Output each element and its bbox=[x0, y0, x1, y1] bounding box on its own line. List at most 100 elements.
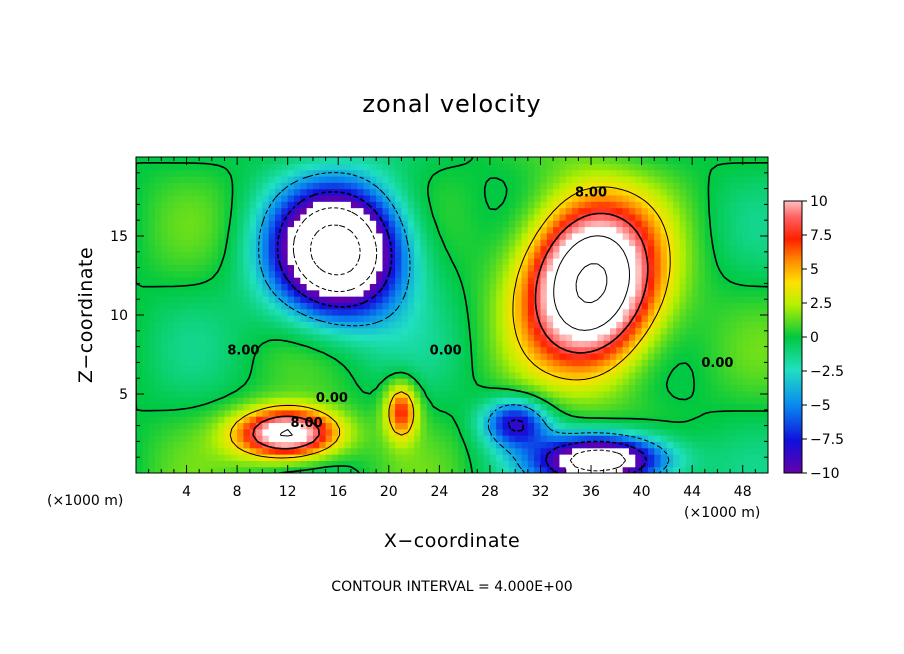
field-cell bbox=[230, 378, 238, 386]
field-cell bbox=[249, 384, 257, 392]
field-cell bbox=[382, 422, 390, 430]
field-cell bbox=[508, 188, 516, 196]
field-cell bbox=[142, 245, 150, 253]
field-cell bbox=[685, 359, 693, 367]
field-cell bbox=[199, 371, 207, 379]
field-cell bbox=[572, 213, 579, 221]
field-cell bbox=[730, 251, 737, 259]
field-cell bbox=[508, 390, 516, 398]
field-cell bbox=[553, 409, 561, 417]
field-cell bbox=[218, 296, 226, 303]
field-cell bbox=[679, 441, 687, 449]
field-cell bbox=[572, 308, 579, 316]
field-cell bbox=[666, 466, 674, 473]
field-cell bbox=[281, 460, 289, 468]
field-cell bbox=[666, 321, 674, 329]
field-cell bbox=[534, 359, 542, 367]
field-cell bbox=[262, 169, 270, 177]
field-cell bbox=[363, 397, 371, 405]
field-cell bbox=[300, 201, 308, 209]
field-cell bbox=[281, 352, 289, 360]
field-cell bbox=[559, 163, 567, 171]
field-cell bbox=[142, 327, 150, 335]
field-cell bbox=[761, 333, 768, 341]
field-cell bbox=[218, 239, 226, 247]
field-cell bbox=[262, 270, 270, 278]
field-cell bbox=[382, 213, 390, 221]
field-cell bbox=[508, 340, 516, 348]
field-cell bbox=[685, 296, 693, 303]
field-cell bbox=[344, 258, 352, 266]
field-cell bbox=[218, 397, 226, 405]
field-cell bbox=[742, 283, 750, 291]
field-cell bbox=[243, 422, 251, 430]
field-cell bbox=[685, 239, 693, 247]
field-cell bbox=[275, 182, 282, 190]
field-cell bbox=[572, 245, 579, 253]
field-cell bbox=[597, 188, 605, 196]
field-cell bbox=[641, 182, 649, 190]
field-cell bbox=[180, 201, 188, 209]
field-cell bbox=[281, 359, 289, 367]
field-cell bbox=[723, 460, 731, 468]
field-cell bbox=[546, 289, 554, 297]
field-cell bbox=[205, 201, 213, 209]
field-cell bbox=[527, 333, 535, 341]
field-cell bbox=[136, 435, 143, 442]
field-cell bbox=[742, 378, 750, 386]
field-cell bbox=[540, 245, 548, 253]
field-cell bbox=[616, 220, 624, 228]
field-cell bbox=[167, 157, 175, 164]
field-cell bbox=[350, 213, 358, 221]
field-cell bbox=[673, 251, 681, 259]
field-cell bbox=[300, 258, 308, 266]
field-cell bbox=[698, 435, 706, 442]
field-cell bbox=[628, 422, 636, 430]
field-cell bbox=[610, 251, 617, 259]
field-cell bbox=[572, 454, 579, 461]
field-cell bbox=[445, 201, 453, 209]
field-cell bbox=[420, 220, 428, 228]
field-cell bbox=[717, 428, 725, 436]
field-cell bbox=[262, 384, 270, 392]
field-cell bbox=[755, 182, 763, 190]
field-cell bbox=[641, 201, 649, 209]
field-cell bbox=[711, 175, 719, 183]
field-cell bbox=[749, 245, 756, 253]
field-cell bbox=[268, 201, 276, 209]
field-cell bbox=[755, 194, 763, 202]
field-cell bbox=[673, 422, 681, 430]
field-cell bbox=[136, 416, 143, 424]
field-cell bbox=[711, 327, 719, 335]
field-cell bbox=[256, 277, 263, 284]
field-cell bbox=[591, 226, 598, 234]
field-cell bbox=[433, 454, 440, 461]
field-cell bbox=[483, 416, 491, 424]
field-cell bbox=[458, 175, 466, 183]
field-cell bbox=[502, 384, 510, 392]
field-cell bbox=[610, 359, 617, 367]
field-cell bbox=[553, 460, 561, 468]
field-cell bbox=[470, 403, 478, 411]
field-cell bbox=[420, 163, 428, 171]
field-cell bbox=[679, 460, 687, 468]
field-cell bbox=[180, 232, 188, 240]
field-cell bbox=[344, 194, 352, 202]
field-cell bbox=[647, 163, 655, 171]
field-cell bbox=[148, 390, 156, 398]
field-cell bbox=[439, 201, 447, 209]
field-cell bbox=[237, 365, 245, 373]
field-cell bbox=[464, 207, 472, 215]
field-cell bbox=[458, 194, 466, 202]
field-cell bbox=[433, 251, 440, 259]
field-cell bbox=[584, 340, 592, 348]
field-cell bbox=[211, 416, 219, 424]
field-cell bbox=[591, 435, 598, 442]
field-cell bbox=[622, 213, 630, 221]
field-cell bbox=[445, 213, 453, 221]
field-cell bbox=[344, 175, 352, 183]
field-cell bbox=[445, 371, 453, 379]
field-cell bbox=[173, 201, 181, 209]
field-cell bbox=[515, 188, 523, 196]
field-cell bbox=[452, 302, 459, 310]
